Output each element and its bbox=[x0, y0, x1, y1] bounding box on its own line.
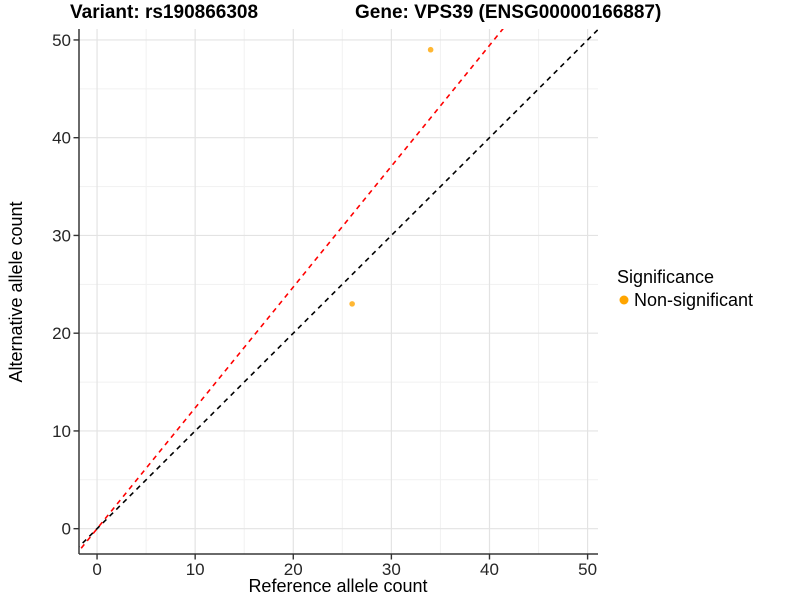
x-tick-label: 10 bbox=[186, 560, 205, 579]
variant-title: Variant: rs190866308 bbox=[70, 2, 258, 23]
gene-title: Gene: VPS39 (ENSG00000166887) bbox=[355, 2, 661, 23]
y-tick-label: 40 bbox=[52, 129, 71, 148]
x-tick-label: 40 bbox=[480, 560, 499, 579]
y-axis-label: Alternative allele count bbox=[6, 201, 26, 382]
x-axis-label: Reference allele count bbox=[248, 576, 427, 596]
x-tick-label: 0 bbox=[92, 560, 101, 579]
y-tick-label: 50 bbox=[52, 31, 71, 50]
legend-title: Significance bbox=[617, 267, 714, 287]
reference-lines bbox=[79, 29, 598, 553]
y-tick-label: 30 bbox=[52, 226, 71, 245]
tick-labels: 0 10 20 30 40 50 0 10 20 30 40 50 bbox=[52, 31, 597, 579]
x-tick-label: 20 bbox=[284, 560, 303, 579]
x-tick-label: 50 bbox=[578, 560, 597, 579]
tick-marks bbox=[73, 39, 589, 560]
legend-key-dot-icon bbox=[619, 295, 629, 305]
data-points bbox=[349, 46, 434, 307]
y-tick-label: 0 bbox=[62, 520, 71, 539]
y-tick-label: 20 bbox=[52, 324, 71, 343]
fit-line bbox=[79, 29, 504, 553]
legend: Significance Non-significant bbox=[617, 267, 753, 310]
minor-gridlines bbox=[79, 29, 598, 554]
x-tick-label: 30 bbox=[382, 560, 401, 579]
legend-item-label: Non-significant bbox=[634, 290, 753, 310]
data-point bbox=[349, 301, 355, 307]
identity-line bbox=[79, 29, 598, 548]
y-tick-label: 10 bbox=[52, 422, 71, 441]
data-point bbox=[427, 46, 434, 53]
major-gridlines bbox=[79, 29, 598, 554]
axes bbox=[78, 29, 598, 555]
